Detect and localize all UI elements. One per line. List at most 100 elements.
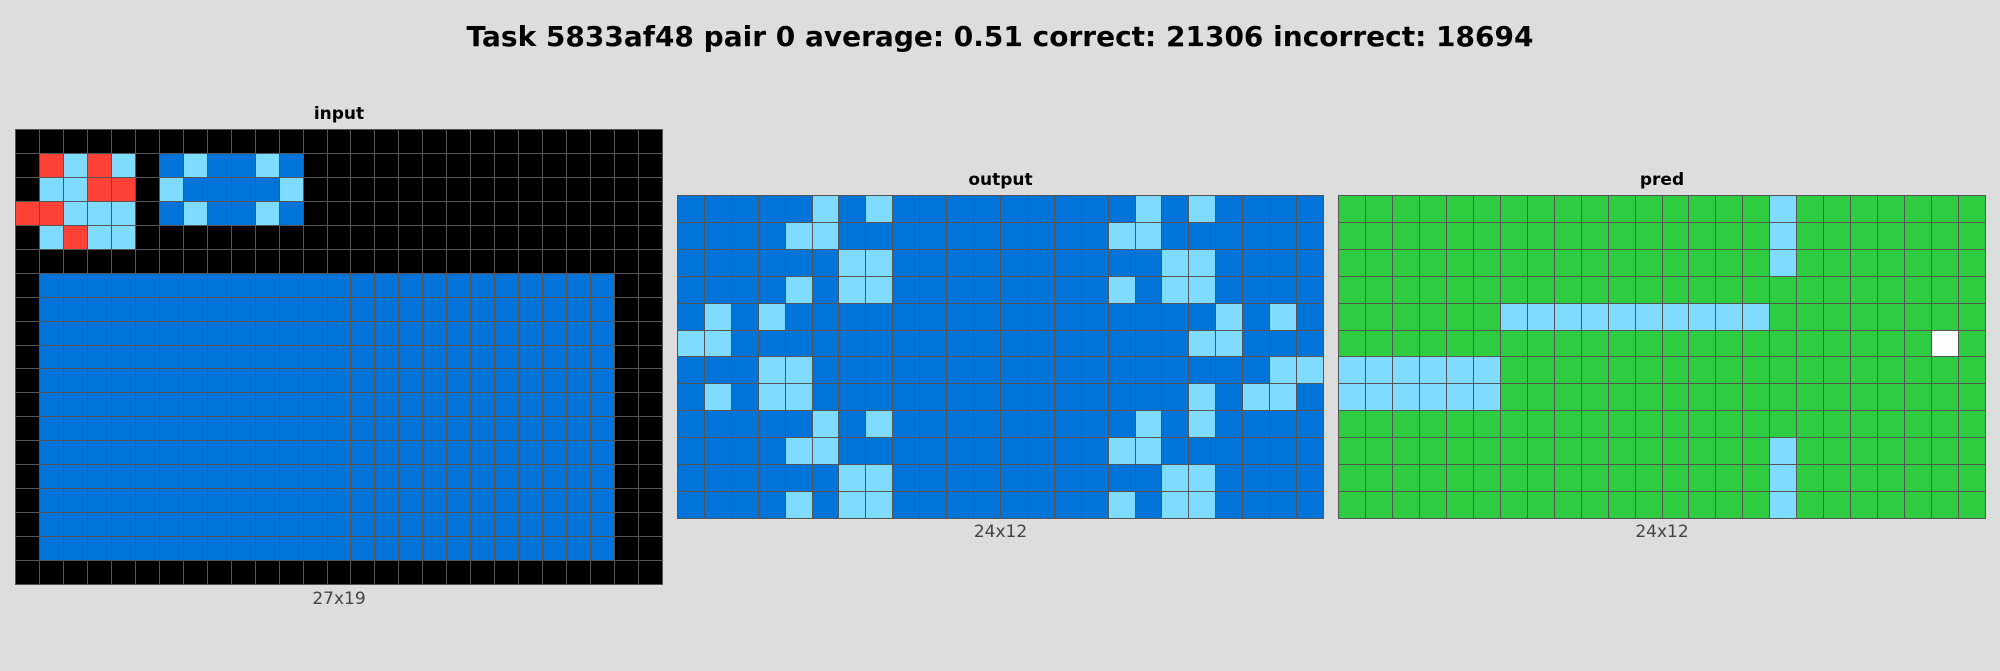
input-cell	[63, 441, 87, 465]
output-cell	[704, 330, 731, 357]
input-cell	[351, 297, 375, 321]
input-cell	[39, 489, 63, 513]
pred-cell	[1905, 330, 1932, 357]
input-cell	[279, 130, 303, 153]
pred-cell	[1635, 196, 1662, 222]
output-cell	[1270, 438, 1297, 465]
input-cell	[447, 273, 471, 297]
pred-cell	[1878, 411, 1905, 438]
output-cell	[758, 249, 785, 276]
output-cell	[1297, 357, 1323, 384]
input-cell	[615, 249, 639, 273]
input-cell	[63, 465, 87, 489]
output-cell	[678, 465, 704, 492]
pred-cell	[1770, 196, 1797, 222]
input-cell	[591, 345, 615, 369]
input-cell	[615, 417, 639, 441]
output-cell	[678, 249, 704, 276]
pred-cell	[1500, 492, 1527, 518]
pred-cell	[1527, 492, 1554, 518]
input-cell	[16, 273, 39, 297]
input-cell	[543, 369, 567, 393]
input-cell	[183, 297, 207, 321]
output-cell	[1054, 196, 1081, 222]
pred-cell	[1743, 303, 1770, 330]
input-cell	[135, 513, 159, 537]
input-cell	[279, 465, 303, 489]
input-cell	[639, 393, 662, 417]
input-cell	[423, 177, 447, 201]
input-cell	[279, 321, 303, 345]
pred-cell	[1581, 357, 1608, 384]
output-cell	[866, 438, 893, 465]
output-cell	[1054, 492, 1081, 518]
input-cell	[207, 369, 231, 393]
input-cell	[567, 153, 591, 177]
output-cell	[866, 384, 893, 411]
pred-cell	[1770, 249, 1797, 276]
input-cell	[447, 393, 471, 417]
output-cell	[893, 249, 920, 276]
input-cell	[591, 393, 615, 417]
output-cell	[1081, 276, 1108, 303]
pred-cell	[1339, 465, 1365, 492]
input-cell	[183, 465, 207, 489]
output-cell	[866, 411, 893, 438]
input-cell	[567, 393, 591, 417]
pred-cell	[1473, 384, 1500, 411]
pred-cell	[1500, 384, 1527, 411]
input-cell	[543, 321, 567, 345]
input-cell	[423, 369, 447, 393]
pred-cell	[1797, 303, 1824, 330]
input-cell	[135, 201, 159, 225]
input-cell	[183, 561, 207, 584]
input-cell	[423, 561, 447, 584]
input-cell	[495, 225, 519, 249]
pred-cell	[1500, 465, 1527, 492]
output-cell	[731, 465, 758, 492]
output-cell	[1081, 357, 1108, 384]
input-cell	[447, 345, 471, 369]
pred-cell	[1581, 196, 1608, 222]
output-cell	[678, 357, 704, 384]
input-cell	[495, 561, 519, 584]
output-cell	[866, 196, 893, 222]
input-cell	[471, 297, 495, 321]
output-cell	[947, 330, 974, 357]
input-cell	[39, 465, 63, 489]
output-cell	[1000, 222, 1027, 249]
input-cell	[399, 249, 423, 273]
input-cell	[303, 249, 327, 273]
input-cell	[16, 249, 39, 273]
output-cell	[920, 384, 947, 411]
pred-cell	[1851, 276, 1878, 303]
input-cell	[351, 417, 375, 441]
input-cell	[207, 201, 231, 225]
output-grid	[677, 195, 1324, 519]
input-cell	[351, 465, 375, 489]
input-cell	[591, 465, 615, 489]
input-cell	[327, 130, 351, 153]
input-cell	[639, 225, 662, 249]
output-cell	[1054, 411, 1081, 438]
output-cell	[1000, 411, 1027, 438]
pred-cell	[1662, 330, 1689, 357]
pred-cell	[1905, 249, 1932, 276]
input-cell	[447, 513, 471, 537]
pred-cell	[1851, 438, 1878, 465]
input-cell	[16, 130, 39, 153]
output-cell	[785, 384, 812, 411]
input-cell	[447, 321, 471, 345]
input-cell	[471, 321, 495, 345]
pred-cell	[1554, 303, 1581, 330]
input-cell	[135, 489, 159, 513]
pred-cell	[1797, 465, 1824, 492]
pred-cell	[1878, 249, 1905, 276]
input-cell	[567, 130, 591, 153]
input-cell	[87, 489, 111, 513]
pred-cell	[1365, 222, 1392, 249]
pred-cell	[1824, 249, 1851, 276]
output-cell	[1027, 411, 1054, 438]
input-cell	[543, 537, 567, 561]
output-cell	[947, 222, 974, 249]
